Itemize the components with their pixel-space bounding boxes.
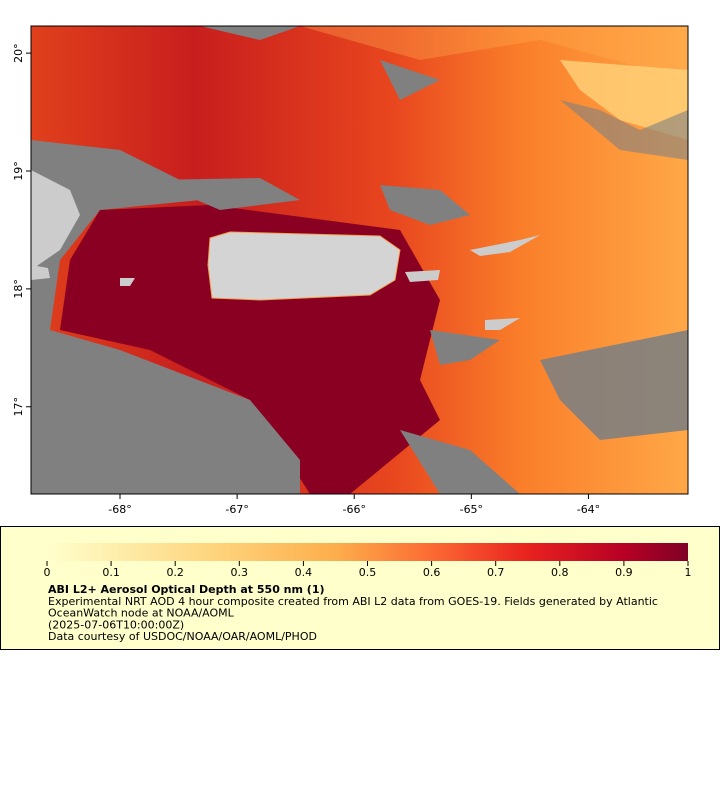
- y-tick-label: 18°: [12, 279, 25, 299]
- colorbar-tick-label: 0.4: [295, 566, 313, 579]
- map-frame: [30, 25, 689, 495]
- y-tick-label: 17°: [12, 397, 25, 417]
- map-field: [31, 26, 688, 494]
- colorbar-tick-label: 1: [685, 566, 692, 579]
- x-tick-label: -68°: [108, 503, 131, 516]
- legend-line: Experimental NRT AOD 4 hour composite cr…: [48, 595, 658, 608]
- colorbar-tick-label: 0.8: [551, 566, 569, 579]
- legend-title: ABI L2+ Aerosol Optical Depth at 550 nm …: [48, 583, 325, 596]
- colorbar-tick-label: 0.7: [487, 566, 505, 579]
- axes: -68° -67° -66° -65° -64° 17° 18° 19° 20° 0 0.1 0.2 0…: [12, 43, 692, 643]
- legend-line: Data courtesy of USDOC/NOAA/OAR/AOML/PHO…: [48, 630, 317, 643]
- colorbar-tick-label: 0.2: [166, 566, 184, 579]
- legend-line: OceanWatch node at NOAA/AOML: [48, 607, 235, 620]
- colorbar: [47, 543, 688, 561]
- x-tick-label: -67°: [225, 503, 248, 516]
- colorbar-tick-label: 0.5: [359, 566, 377, 579]
- colorbar-tick-label: 0: [44, 566, 51, 579]
- legend-line: (2025-07-06T10:00:00Z): [48, 618, 184, 631]
- colorbar-tick-label: 0.3: [231, 566, 249, 579]
- y-tick-label: 20°: [12, 43, 25, 63]
- x-tick-label: -65°: [460, 503, 483, 516]
- colorbar-tick-label: 0.9: [615, 566, 633, 579]
- x-tick-label: -66°: [342, 503, 365, 516]
- colorbar-tick-label: 0.6: [423, 566, 441, 579]
- colorbar-tick-label: 0.1: [102, 566, 120, 579]
- x-tick-label: -64°: [577, 503, 600, 516]
- y-tick-label: 19°: [12, 161, 25, 181]
